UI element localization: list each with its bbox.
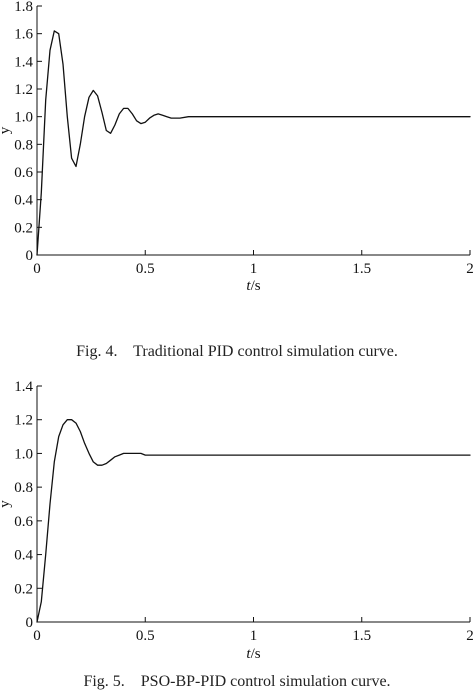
y-tick-label: 1.6 bbox=[14, 27, 33, 43]
x-tick-label: 0 bbox=[33, 261, 41, 277]
x-tick-label: 0.5 bbox=[136, 261, 155, 277]
x-tick-label: 0.5 bbox=[136, 628, 155, 644]
y-tick-label: 1.4 bbox=[14, 54, 33, 70]
x-tick-label: 1.5 bbox=[352, 628, 371, 644]
figure-caption-fig5: Fig. 5. PSO-BP-PID control simulation cu… bbox=[83, 673, 391, 690]
x-tick-label: 2 bbox=[466, 261, 474, 277]
y-tick-label: 0.2 bbox=[14, 581, 33, 597]
x-tick-label: 2 bbox=[466, 628, 474, 644]
y-tick-label: 0.6 bbox=[14, 514, 33, 530]
y-tick-label: 0.8 bbox=[14, 480, 33, 496]
y-tick-label: 1.4 bbox=[14, 379, 33, 395]
response-curve bbox=[36, 419, 471, 623]
x-axis-label: t/s bbox=[246, 278, 260, 294]
x-tick-label: 1 bbox=[250, 261, 258, 277]
y-axis-label: y bbox=[0, 500, 13, 508]
y-tick-label: 1.0 bbox=[14, 110, 33, 126]
chart-fig5: 0 0.2 0.4 0.6 0.8 1.0 1.2 1.4 0 0.5 1 1.5 2 t/s y bbox=[0, 379, 474, 662]
y-axis-label: y bbox=[0, 126, 13, 134]
y-tick-label: 0 bbox=[26, 248, 34, 264]
y-tick-label: 0 bbox=[26, 615, 34, 631]
y-tick-label: 0.4 bbox=[14, 193, 33, 209]
y-tick-label: 1.8 bbox=[14, 0, 33, 15]
y-tick-label: 1.0 bbox=[14, 446, 33, 462]
y-tick-label: 0.4 bbox=[14, 548, 33, 564]
y-tick-label: 0.2 bbox=[14, 220, 33, 236]
y-tick-label: 0.8 bbox=[14, 137, 33, 153]
x-axis-label: t/s bbox=[246, 646, 260, 662]
y-tick-label: 0.6 bbox=[14, 165, 33, 181]
response-curve bbox=[36, 30, 471, 256]
chart-fig4: 0 0.2 0.4 0.6 0.8 1.0 1.2 1.4 1.6 1.8 0 0.5 1 1.5 2 t/s… bbox=[0, 0, 474, 294]
x-tick-label: 1.5 bbox=[352, 261, 371, 277]
y-tick-label: 1.2 bbox=[14, 413, 33, 429]
y-tick-label: 1.2 bbox=[14, 82, 33, 98]
figure-caption-fig4: Fig. 4. Traditional PID control simulati… bbox=[76, 343, 398, 360]
x-tick-label: 1 bbox=[250, 628, 258, 644]
x-tick-label: 0 bbox=[33, 628, 41, 644]
